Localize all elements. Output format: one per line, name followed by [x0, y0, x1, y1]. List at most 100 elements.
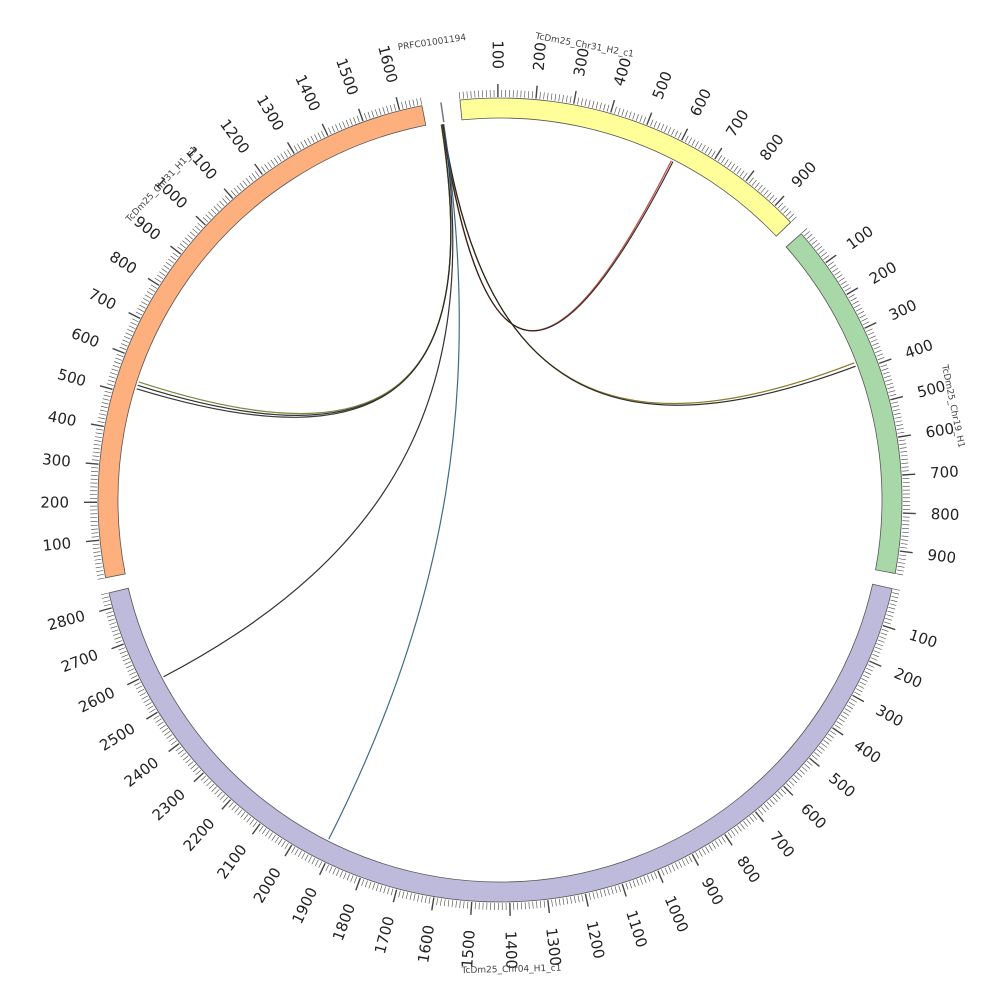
minor-tick: [698, 850, 703, 857]
minor-tick: [424, 896, 427, 904]
major-tick: [878, 358, 892, 365]
minor-tick: [398, 890, 401, 898]
minor-tick: [231, 804, 237, 811]
minor-tick: [93, 447, 101, 450]
minor-tick: [632, 880, 636, 888]
minor-tick: [691, 139, 696, 146]
minor-tick: [137, 308, 144, 312]
minor-tick: [268, 832, 273, 839]
minor-tick: [93, 555, 101, 557]
minor-tick: [100, 405, 108, 409]
minor-tick: [721, 157, 726, 164]
minor-tick: [675, 862, 679, 870]
segment-name-chr04h1: TcDm25_Chr04_H1_c1: [460, 964, 561, 976]
minor-tick: [844, 287, 851, 292]
segment-layer: [97, 97, 903, 903]
minor-tick: [165, 261, 172, 267]
minor-tick: [314, 134, 318, 141]
minor-tick: [213, 206, 219, 212]
minor-tick: [751, 179, 757, 186]
minor-tick: [182, 240, 189, 246]
link: [442, 124, 855, 405]
minor-tick: [94, 440, 102, 442]
minor-tick: [353, 876, 358, 884]
minor-tick: [339, 870, 343, 878]
minor-tick: [190, 764, 197, 770]
tick-label: 1400: [291, 72, 324, 114]
minor-tick: [206, 780, 212, 787]
tick-label: 1700: [371, 914, 398, 956]
major-tick: [535, 85, 538, 99]
tick-label: 800: [756, 131, 788, 165]
minor-tick: [617, 107, 621, 115]
minor-tick: [584, 99, 587, 107]
minor-tick: [463, 901, 465, 909]
minor-tick: [195, 769, 202, 776]
major-tick: [251, 823, 261, 835]
minor-tick: [217, 791, 223, 798]
minor-tick: [120, 343, 128, 347]
minor-tick: [336, 869, 340, 877]
minor-tick: [420, 97, 423, 105]
minor-tick: [97, 421, 105, 423]
minor-tick: [182, 755, 189, 761]
minor-tick: [127, 668, 135, 672]
minor-tick: [629, 881, 632, 889]
minor-tick: [208, 783, 215, 790]
minor-tick: [898, 439, 906, 442]
major-tick: [621, 883, 627, 897]
minor-tick: [109, 375, 116, 379]
minor-tick: [107, 379, 115, 383]
minor-tick: [375, 884, 379, 891]
minor-tick: [97, 577, 105, 580]
minor-tick: [141, 695, 148, 700]
minor-tick: [888, 390, 896, 393]
minor-tick: [408, 100, 411, 108]
tick-label: 1900: [288, 884, 321, 926]
minor-tick: [877, 639, 885, 643]
minor-tick: [94, 436, 102, 439]
minor-tick: [739, 170, 745, 177]
tick-label: 800: [106, 247, 140, 277]
minor-tick: [880, 632, 888, 636]
tick-label: 500: [649, 69, 676, 102]
minor-tick: [328, 866, 333, 873]
minor-tick: [270, 159, 276, 166]
tick-label: 1300: [253, 92, 288, 134]
minor-tick: [610, 887, 614, 895]
minor-tick: [274, 836, 280, 843]
minor-tick: [208, 211, 214, 217]
minor-tick: [390, 888, 394, 896]
minor-tick: [892, 592, 900, 595]
minor-tick: [95, 566, 103, 569]
minor-tick: [890, 599, 898, 602]
minor-tick: [577, 97, 580, 105]
minor-tick: [901, 462, 909, 464]
tick-label: 300: [570, 46, 593, 77]
minor-tick: [284, 842, 289, 850]
minor-tick: [531, 91, 534, 99]
major-tick: [111, 643, 124, 650]
minor-tick: [197, 222, 204, 229]
minor-tick: [364, 880, 368, 888]
tick-label: 600: [69, 324, 102, 351]
major-tick: [470, 901, 473, 916]
major-tick: [610, 99, 616, 113]
link: [163, 124, 454, 678]
minor-tick: [733, 165, 739, 172]
minor-tick: [796, 772, 803, 778]
minor-tick: [705, 846, 710, 853]
minor-tick: [901, 539, 909, 541]
minor-tick: [386, 105, 389, 113]
minor-tick: [614, 106, 617, 114]
minor-tick: [236, 185, 242, 192]
minor-tick: [139, 692, 147, 697]
major-tick: [809, 757, 820, 767]
minor-tick: [727, 161, 732, 168]
minor-tick: [91, 528, 99, 530]
minor-tick: [674, 130, 679, 138]
major-tick: [284, 844, 293, 857]
tick-label: 2400: [121, 753, 162, 790]
minor-tick: [678, 861, 683, 868]
minor-tick: [766, 192, 772, 199]
